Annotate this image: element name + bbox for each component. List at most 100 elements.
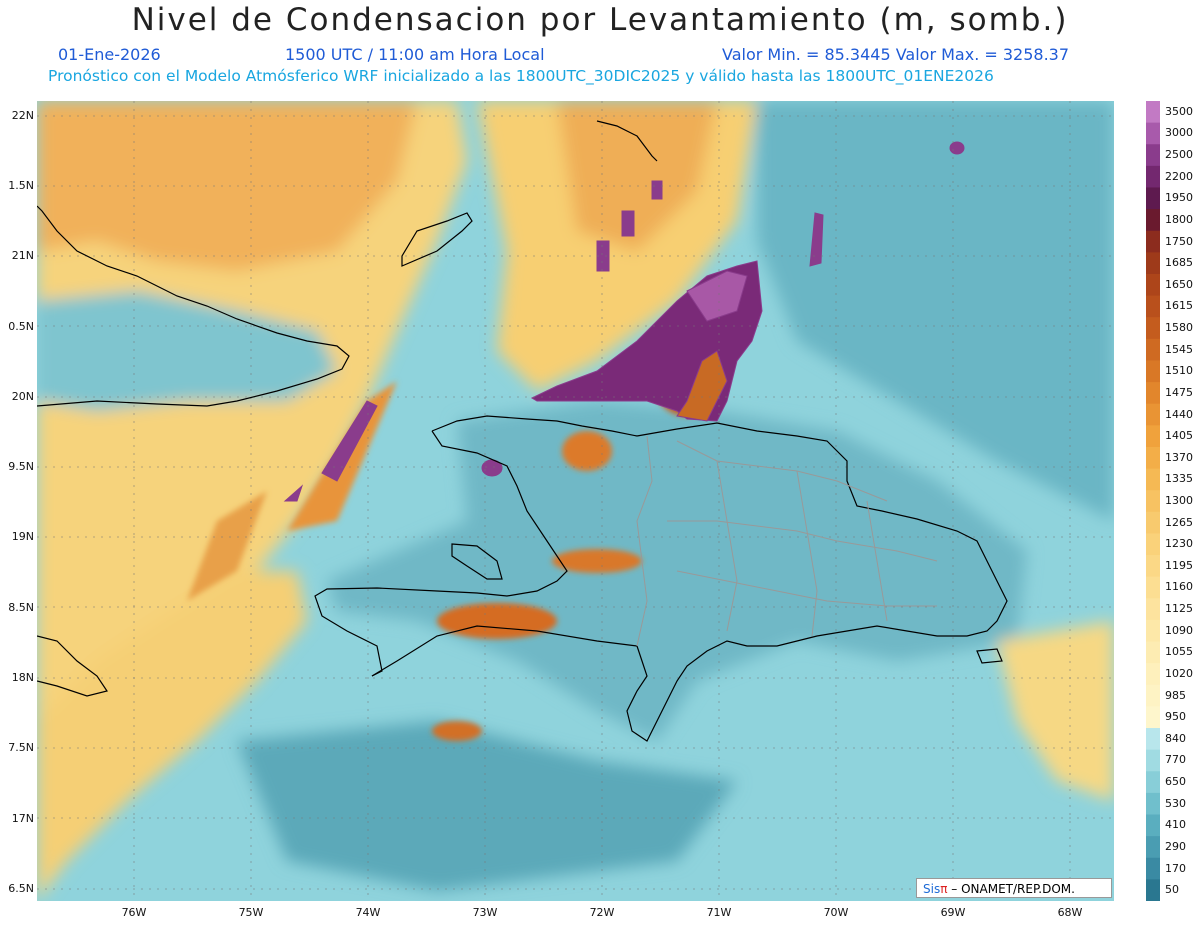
colorbar-swatch [1146,533,1160,556]
lcl-field-east [757,101,1114,521]
colorbar-label: 2500 [1165,148,1193,162]
x-tick-label: 76W [121,906,147,919]
lcl-pocket-3 [562,431,612,471]
colorbar-label: 1370 [1165,450,1193,464]
credit-sis: Sis [923,882,941,896]
colorbar-swatch [1146,360,1160,383]
y-tick-label: 0.5N [8,320,34,333]
colorbar-swatch [1146,382,1160,405]
lcl-pocket-1 [552,549,642,573]
colorbar-swatch [1146,468,1160,491]
lcl-pocket-5 [432,721,482,741]
model-run-info: Pronóstico con el Modelo Atmósferico WRF… [48,67,994,85]
y-tick-label: 18N [11,671,34,684]
colorbar-label: 1405 [1165,429,1193,443]
y-tick-label: 7.5N [8,741,34,754]
colorbar-swatch [1146,230,1160,253]
dr-coast [626,422,1008,742]
colorbar-label: 3000 [1165,126,1193,140]
colorbar-swatch [1146,576,1160,599]
colorbar-swatch [1146,706,1160,729]
map-title: Nivel de Condensacion por Levantamiento … [131,2,1069,38]
y-tick-label: 22N [11,109,34,122]
colorbar-swatch [1146,879,1160,901]
high-lcl-region-north-orange [676,350,728,422]
cuba-coast [37,205,350,407]
colorbar-swatch [1146,122,1160,145]
colorbar-swatch [1146,144,1160,167]
colorbar-label: 1800 [1165,212,1193,226]
colorbar-swatch [1146,446,1160,470]
colorbar-swatch [1146,490,1160,513]
colorbar-swatch [1146,836,1160,859]
colorbar-label: 410 [1165,818,1186,832]
colorbar-label: 290 [1165,839,1186,853]
x-tick-label: 72W [589,906,615,919]
y-tick-label: 17N [11,812,34,825]
colorbar-swatch [1146,641,1160,664]
colorbar-label: 1685 [1165,256,1193,270]
colorbar-swatch [1146,273,1160,297]
colorbar-swatch [1146,403,1160,426]
colorbar-label: 1230 [1165,537,1193,551]
lcl-field-nw-orange [37,101,417,271]
colorbar-swatch [1146,771,1160,794]
lcl-streak-2 [187,491,267,601]
y-tick-label: 9.5N [8,460,34,473]
colorbar [1146,101,1160,901]
colorbar-swatch [1146,187,1160,210]
colorbar-label: 840 [1165,731,1186,745]
colorbar-label: 1195 [1165,558,1193,572]
high-lcl-cell-2 [621,210,635,237]
colorbar-label: 1580 [1165,321,1193,335]
colorbar-label: 2200 [1165,169,1193,183]
high-lcl-region-north-top [686,270,748,322]
x-tick-label: 74W [355,906,381,919]
y-tick-label: 20N [11,390,34,403]
y-tick-label: 8.5N [8,601,34,614]
colorbar-swatch [1146,101,1160,124]
colorbar-swatch [1146,555,1160,578]
lcl-field-south [237,721,737,891]
forecast-date: 01-Ene-2026 [58,45,161,64]
colorbar-swatch [1146,209,1160,232]
colorbar-swatch [1146,684,1160,707]
colorbar-label: 1615 [1165,299,1193,313]
colorbar-label: 650 [1165,775,1186,789]
haiti-south-coast [371,625,638,677]
colorbar-swatch [1146,511,1160,534]
colorbar-label: 1950 [1165,191,1193,205]
high-lcl-regions [283,141,965,502]
lcl-field-cuba [37,291,337,411]
haiti-west-coast [314,430,568,677]
lcl-pocket-2 [437,603,557,639]
x-tick-label: 70W [823,906,849,919]
colorbar-swatch [1146,338,1160,361]
forecast-time: 1500 UTC / 11:00 am Hora Local [285,45,545,64]
x-tick-label: 75W [238,906,264,919]
colorbar-swatch [1146,598,1160,621]
high-lcl-cell-3 [651,180,663,200]
x-tick-label: 71W [706,906,732,919]
colorbar-label: 770 [1165,753,1186,767]
colorbar-label: 1265 [1165,515,1193,529]
credit-pi: π [940,882,948,896]
colorbar-label: 1475 [1165,385,1193,399]
colorbar-label: 1750 [1165,234,1193,248]
colorbar-label: 1440 [1165,407,1193,421]
colorbar-swatch [1146,663,1160,686]
lcl-field-north-orange [557,101,717,251]
haiti-north-coast [431,415,638,437]
colorbar-swatch [1146,165,1160,188]
colorbar-swatch [1146,749,1160,772]
y-tick-label: 21N [11,249,34,262]
value-min-max: Valor Min. = 85.3445 Valor Max. = 3258.3… [722,45,1070,64]
colorbar-swatch [1146,619,1160,643]
dr-provinces [636,435,938,647]
colorbar-label: 985 [1165,688,1186,702]
colorbar-label: 1510 [1165,364,1193,378]
colorbar-label: 1160 [1165,580,1193,594]
colorbar-swatch [1146,792,1160,816]
colorbar-label: 1300 [1165,494,1193,507]
colorbar-label: 1020 [1165,666,1193,680]
